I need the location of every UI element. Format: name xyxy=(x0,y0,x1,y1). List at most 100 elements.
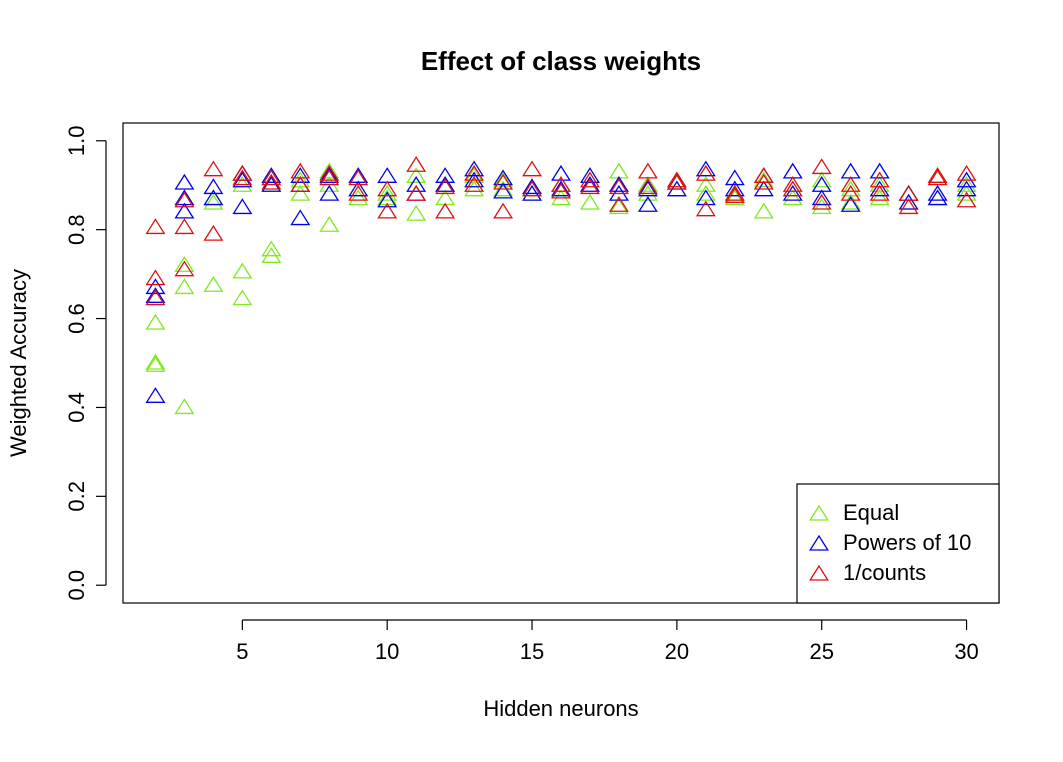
point xyxy=(232,164,253,181)
point xyxy=(840,193,861,210)
point xyxy=(666,171,687,188)
point xyxy=(637,196,658,212)
point xyxy=(811,189,832,206)
point xyxy=(724,184,745,201)
point xyxy=(608,178,629,195)
point xyxy=(203,276,224,292)
point xyxy=(695,164,716,181)
point xyxy=(464,164,485,181)
point xyxy=(522,178,543,195)
point xyxy=(608,176,629,192)
point xyxy=(145,387,166,403)
point xyxy=(348,184,369,201)
point xyxy=(174,218,195,235)
point xyxy=(840,180,861,197)
point xyxy=(695,189,716,206)
point xyxy=(174,256,195,272)
x-tick-label: 5 xyxy=(236,639,248,664)
point xyxy=(782,176,803,192)
point xyxy=(145,278,166,295)
point xyxy=(435,176,456,192)
point xyxy=(174,278,195,295)
point xyxy=(956,176,977,192)
point xyxy=(724,189,745,206)
point xyxy=(348,169,369,186)
point xyxy=(898,193,919,210)
point xyxy=(464,176,485,192)
point xyxy=(406,176,427,192)
point xyxy=(695,200,716,217)
point xyxy=(319,184,340,201)
point xyxy=(261,169,282,186)
point xyxy=(174,202,195,219)
point xyxy=(319,216,340,232)
point xyxy=(232,289,253,306)
point xyxy=(377,202,398,219)
point xyxy=(377,180,398,197)
point xyxy=(840,176,861,192)
point xyxy=(203,189,224,206)
point xyxy=(579,167,600,183)
x-tick-label: 25 xyxy=(809,639,833,664)
point xyxy=(753,167,774,183)
y-axis-label: Weighted Accuracy xyxy=(6,269,31,457)
point xyxy=(174,260,195,277)
point xyxy=(579,176,600,192)
point xyxy=(840,184,861,201)
point xyxy=(261,240,282,257)
point xyxy=(290,209,311,226)
x-axis-label: Hidden neurons xyxy=(483,696,638,721)
point xyxy=(637,180,658,197)
point xyxy=(782,180,803,197)
legend-symbol xyxy=(809,534,829,551)
plot-frame xyxy=(122,122,1000,604)
point xyxy=(753,171,774,188)
point xyxy=(898,184,919,201)
point xyxy=(927,184,948,201)
point xyxy=(203,178,224,195)
point xyxy=(956,180,977,197)
point xyxy=(377,184,398,201)
point xyxy=(435,178,456,195)
point xyxy=(493,171,514,188)
point xyxy=(927,167,948,183)
point xyxy=(174,191,195,208)
point xyxy=(203,193,224,210)
point xyxy=(464,180,485,197)
point xyxy=(145,269,166,286)
point xyxy=(724,180,745,197)
point xyxy=(782,162,803,179)
point xyxy=(203,189,224,206)
point xyxy=(782,189,803,206)
point xyxy=(406,204,427,221)
point xyxy=(724,169,745,186)
legend-label: 1/counts xyxy=(843,560,926,585)
point xyxy=(551,164,571,181)
point xyxy=(579,193,600,210)
point xyxy=(348,167,369,183)
point xyxy=(898,184,919,201)
point xyxy=(608,196,629,212)
point xyxy=(811,198,832,215)
point xyxy=(290,184,311,201)
point xyxy=(406,156,427,172)
point xyxy=(522,180,543,197)
legend-symbol xyxy=(809,504,829,521)
point xyxy=(493,182,514,199)
point xyxy=(377,191,398,208)
point xyxy=(753,173,774,190)
point xyxy=(435,202,456,219)
point xyxy=(145,218,166,235)
chart-title: Effect of class weights xyxy=(421,46,701,76)
y-tick-label: 1.0 xyxy=(64,125,89,156)
legend-symbol xyxy=(809,564,829,581)
point xyxy=(782,184,803,201)
point xyxy=(551,180,571,197)
point xyxy=(753,202,774,219)
point xyxy=(956,191,977,208)
point xyxy=(869,171,890,188)
point xyxy=(232,169,253,186)
point xyxy=(898,184,919,201)
point xyxy=(666,173,687,190)
